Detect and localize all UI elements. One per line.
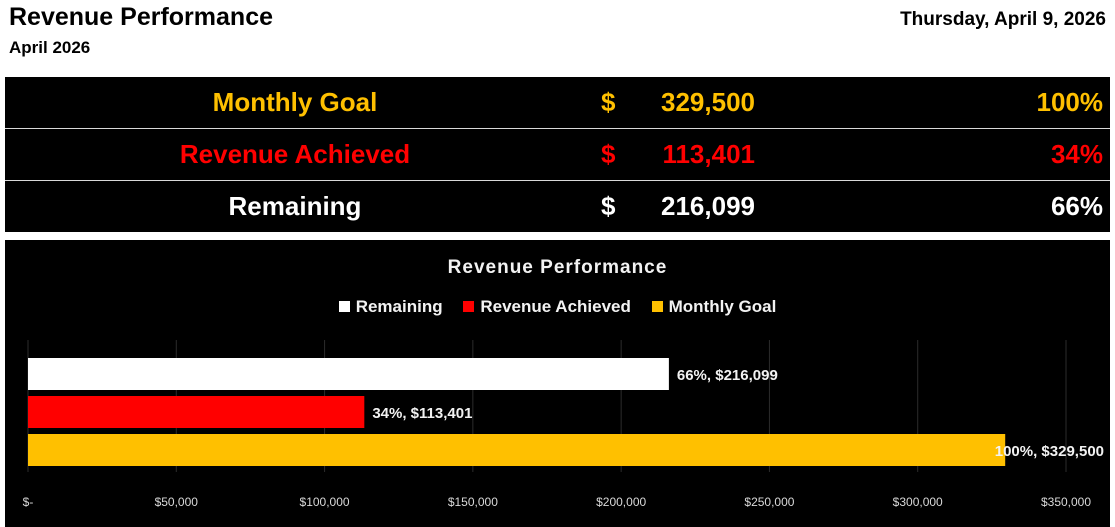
legend-item-remaining: Remaining bbox=[338, 297, 443, 317]
bar-revenue-achieved bbox=[28, 396, 365, 428]
x-tick-label: $- bbox=[23, 495, 34, 509]
page-subtitle: April 2026 bbox=[9, 38, 91, 57]
kpi-currency: $ bbox=[601, 87, 616, 117]
kpi-row-goal: Monthly Goal $ 329,500 100% bbox=[5, 77, 1110, 128]
x-tick-label: $200,000 bbox=[596, 495, 646, 509]
kpi-label: Revenue Achieved bbox=[179, 139, 411, 169]
kpi-divider bbox=[5, 128, 1110, 129]
kpi-row-remaining: Remaining $ 216,099 66% bbox=[5, 181, 1110, 232]
data-label: 66%, $216,099 bbox=[677, 367, 778, 384]
legend-item-achieved: Revenue Achieved bbox=[463, 297, 631, 317]
kpi-amount: 216,099 bbox=[661, 191, 755, 221]
kpi-amount: 329,500 bbox=[661, 87, 755, 117]
legend-swatch bbox=[338, 301, 350, 312]
kpi-percent: 66% bbox=[1050, 191, 1103, 221]
chart-title: Revenue Performance bbox=[447, 257, 668, 278]
legend-label: Remaining bbox=[355, 297, 443, 316]
kpi-label: Monthly Goal bbox=[212, 87, 378, 117]
legend-item-goal: Monthly Goal bbox=[651, 297, 777, 317]
data-label: 100%, $329,500 bbox=[995, 443, 1104, 460]
report-date: Thursday, April 9, 2026 bbox=[900, 9, 1106, 30]
page-title: Revenue Performance bbox=[9, 3, 274, 31]
kpi-currency: $ bbox=[601, 191, 616, 221]
x-tick-label: $100,000 bbox=[300, 495, 350, 509]
legend-label: Revenue Achieved bbox=[480, 297, 631, 316]
bar-monthly-goal bbox=[28, 434, 1006, 466]
revenue-chart: Revenue Performance Remaining Revenue Ac… bbox=[5, 240, 1110, 527]
kpi-table: Monthly Goal $ 329,500 100% Revenue Achi… bbox=[5, 77, 1110, 232]
x-tick-label: $150,000 bbox=[448, 495, 498, 509]
chart-legend: Remaining Revenue Achieved Monthly Goal bbox=[5, 297, 1110, 317]
data-label: 34%, $113,401 bbox=[372, 405, 472, 422]
legend-swatch bbox=[463, 301, 475, 312]
legend-swatch bbox=[651, 301, 663, 312]
kpi-percent: 100% bbox=[1036, 87, 1104, 117]
kpi-currency: $ bbox=[601, 139, 616, 169]
x-tick-label: $250,000 bbox=[744, 495, 794, 509]
chart-plot: $- $50,000 $100,000 $150,000 $200,000 $250,00… bbox=[23, 340, 1104, 509]
x-tick-label: $300,000 bbox=[893, 495, 943, 509]
kpi-label: Remaining bbox=[228, 191, 362, 221]
kpi-percent: 34% bbox=[1050, 139, 1103, 169]
kpi-divider bbox=[5, 180, 1110, 181]
x-tick-label: $350,000 bbox=[1041, 495, 1091, 509]
bar-remaining bbox=[28, 358, 669, 390]
kpi-row-achieved: Revenue Achieved $ 113,401 34% bbox=[5, 129, 1110, 180]
legend-label: Monthly Goal bbox=[668, 297, 777, 316]
kpi-amount: 113,401 bbox=[662, 139, 755, 169]
x-tick-label: $50,000 bbox=[155, 495, 199, 509]
